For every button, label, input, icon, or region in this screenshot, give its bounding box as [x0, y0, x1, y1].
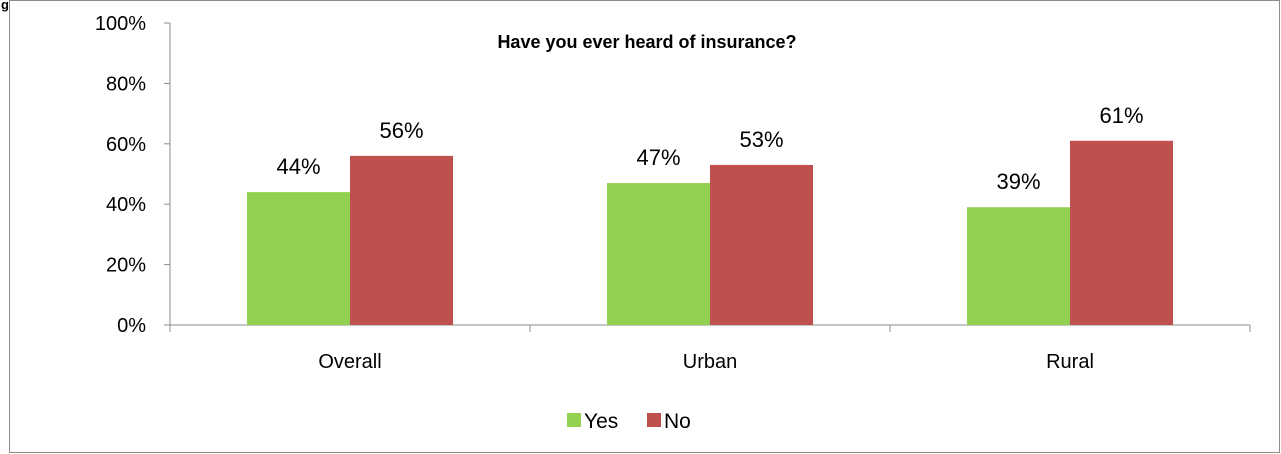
- y-axis: 0% 20% 40% 60% 80% 100%: [95, 13, 171, 337]
- y-tick-label: 0%: [117, 315, 146, 337]
- x-category-label: Overall: [318, 351, 381, 373]
- bar-yes: [967, 207, 1070, 325]
- chart-border: [9, 0, 1280, 453]
- y-tick-label: 100%: [95, 13, 146, 35]
- legend-swatch-no: [647, 413, 661, 427]
- x-category-label: Rural: [1046, 351, 1094, 373]
- bar-no: [710, 164, 813, 325]
- legend: Yes No: [567, 410, 691, 433]
- bar-yes: [607, 183, 710, 325]
- data-labels-group: 44% 56% 47% 53% 39% 61%: [276, 103, 1143, 194]
- data-label: 39%: [996, 169, 1040, 194]
- y-tick-label: 20%: [106, 255, 146, 277]
- y-tick-label: 60%: [106, 134, 146, 156]
- y-tick-label: 40%: [106, 194, 146, 216]
- legend-swatch-yes: [567, 413, 581, 427]
- x-category-label: Urban: [683, 351, 737, 373]
- data-label: 47%: [636, 145, 680, 170]
- y-tick-label: 80%: [106, 73, 146, 95]
- bars-group: [247, 140, 1173, 325]
- data-label: 44%: [276, 154, 320, 179]
- bar-no: [350, 155, 453, 325]
- bar-yes: [247, 192, 350, 325]
- data-label: 56%: [379, 118, 423, 143]
- data-label: 53%: [739, 127, 783, 152]
- legend-label: No: [664, 410, 691, 433]
- figure-caption-fragment: g: [1, 0, 9, 12]
- chart-title: Have you ever heard of insurance?: [497, 32, 796, 52]
- legend-label: Yes: [584, 410, 618, 433]
- data-label: 61%: [1099, 103, 1143, 128]
- bar-no: [1070, 140, 1173, 325]
- x-axis: Overall Urban Rural: [169, 324, 1251, 373]
